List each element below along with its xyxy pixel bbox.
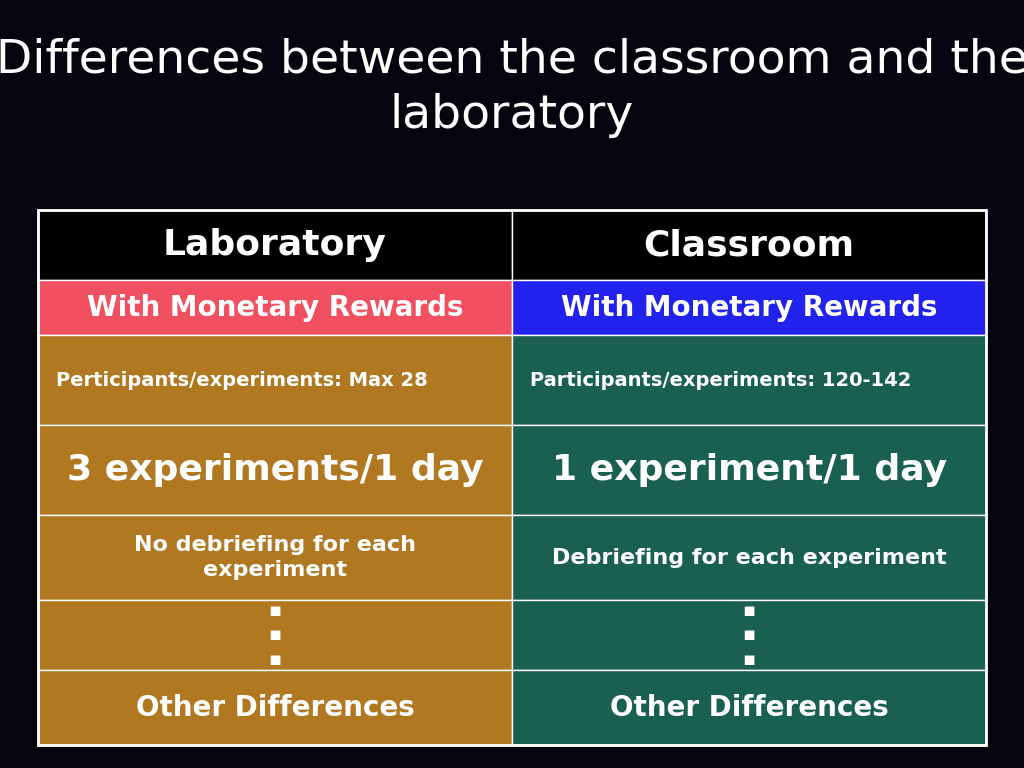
Bar	[38, 335, 512, 425]
Bar	[38, 210, 512, 280]
Bar	[512, 280, 986, 335]
Text: Perticipants/experiments: Max 28: Perticipants/experiments: Max 28	[56, 370, 428, 389]
Bar	[38, 280, 512, 335]
Bar	[512, 515, 986, 600]
Bar	[38, 210, 986, 745]
Text: laboratory: laboratory	[390, 92, 634, 137]
Bar	[512, 600, 986, 670]
Text: With Monetary Rewards: With Monetary Rewards	[87, 293, 463, 322]
Text: With Monetary Rewards: With Monetary Rewards	[561, 293, 937, 322]
Bar	[38, 515, 512, 600]
Bar	[512, 425, 986, 515]
Text: No debriefing for each
experiment: No debriefing for each experiment	[134, 535, 416, 581]
Bar	[512, 670, 986, 745]
Text: ▪
▪
▪: ▪ ▪ ▪	[742, 601, 756, 669]
Text: Other Differences: Other Differences	[135, 694, 415, 721]
Bar	[512, 335, 986, 425]
Text: Differences between the classroom and the: Differences between the classroom and th…	[0, 38, 1024, 82]
Text: Laboratory: Laboratory	[163, 228, 387, 262]
Text: Other Differences: Other Differences	[609, 694, 889, 721]
Bar	[38, 425, 512, 515]
Text: Debriefing for each experiment: Debriefing for each experiment	[552, 548, 946, 568]
Text: ▪
▪
▪: ▪ ▪ ▪	[268, 601, 282, 669]
Text: Classroom: Classroom	[643, 228, 855, 262]
Bar	[38, 670, 512, 745]
Text: 3 experiments/1 day: 3 experiments/1 day	[67, 453, 483, 487]
Bar	[512, 210, 986, 280]
Text: 1 experiment/1 day: 1 experiment/1 day	[552, 453, 946, 487]
Bar	[38, 600, 512, 670]
Text: Participants/experiments: 120-142: Participants/experiments: 120-142	[530, 370, 911, 389]
